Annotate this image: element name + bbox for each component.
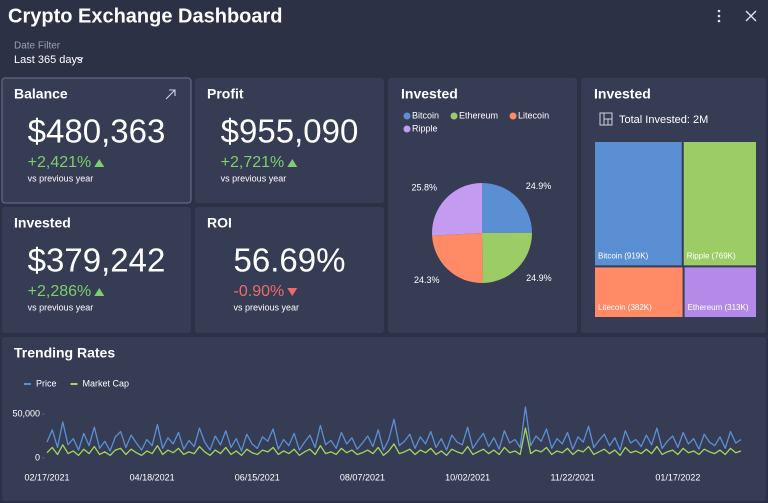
legend-label: Ripple xyxy=(412,123,438,133)
tile-label: Ethereum (313K) xyxy=(688,303,749,312)
x-tick-label: 06/15/2021 xyxy=(235,472,280,482)
x-tick-label: 08/07/2021 xyxy=(340,472,385,482)
legend-label: Price xyxy=(36,378,57,388)
kpi-note: vs previous year xyxy=(221,173,287,183)
filter-chevron[interactable] xyxy=(76,57,84,62)
legend-marker xyxy=(403,112,411,120)
series-line xyxy=(46,427,742,457)
pie-label: 25.8% xyxy=(412,183,438,193)
legend-marker xyxy=(450,112,458,120)
trend-arrow xyxy=(94,288,105,296)
pie-label: 24.9% xyxy=(526,181,552,191)
treemap-tile xyxy=(683,142,756,266)
kpi-value: $480,363 xyxy=(28,113,166,150)
x-tick-label: 04/18/2021 xyxy=(130,472,175,482)
legend-marker xyxy=(403,125,411,133)
legend-label: Bitcoin xyxy=(412,110,439,120)
trend-arrow xyxy=(287,159,298,167)
chart-subtitle: Total Invested: 2M xyxy=(619,114,708,126)
expand-icon[interactable] xyxy=(165,89,176,100)
pie-label: 24.9% xyxy=(526,273,552,283)
kpi-card[interactable] xyxy=(1,77,192,204)
series-line xyxy=(46,406,742,452)
close-button[interactable] xyxy=(745,10,757,22)
filter-label: Date Filter xyxy=(14,41,61,52)
kpi-change: -0.90% xyxy=(234,283,285,300)
kpi-title: ROI xyxy=(207,215,232,231)
legend-label: Ethereum xyxy=(459,110,498,120)
treemap-tile xyxy=(595,142,682,266)
kpi-value: $955,090 xyxy=(221,113,359,150)
legend-label: Market Cap xyxy=(83,378,130,388)
pie-slice xyxy=(432,183,482,236)
kpi-change: +2,421% xyxy=(28,154,92,171)
kpi-value: $379,242 xyxy=(28,242,166,279)
x-tick-label: 10/02/2021 xyxy=(445,472,490,482)
x-tick-label: 11/22/2021 xyxy=(551,472,595,482)
legend-label: Litecoin xyxy=(518,110,549,120)
tile-label: Litecoin (382K) xyxy=(598,303,652,312)
kpi-title: Invested xyxy=(14,215,71,231)
tile-label: Bitcoin (919K) xyxy=(598,251,649,260)
treemap-tile xyxy=(595,267,683,317)
menu-button[interactable] xyxy=(717,9,721,23)
treemap-tile xyxy=(684,267,756,317)
kpi-note: vs previous year xyxy=(28,302,94,312)
kpi-title: Balance xyxy=(14,86,68,102)
trend-arrow xyxy=(94,159,105,167)
chart-title: Invested xyxy=(594,86,651,102)
kpi-change: +2,721% xyxy=(221,154,285,171)
chart-title: Invested xyxy=(401,86,458,102)
trend-card[interactable] xyxy=(2,337,766,501)
pie-slice xyxy=(482,183,532,233)
y-tick-label: 0 xyxy=(35,452,40,462)
tile-label: Ripple (769K) xyxy=(687,251,736,260)
x-tick-label: 01/17/2022 xyxy=(655,472,700,482)
kpi-value: 56.69% xyxy=(234,242,346,279)
kpi-card[interactable] xyxy=(2,207,191,333)
kpi-card[interactable] xyxy=(195,207,384,333)
pie-slice xyxy=(432,233,483,283)
filter-value[interactable]: Last 365 days xyxy=(14,54,83,66)
legend-marker xyxy=(509,112,517,120)
chart-title: Trending Rates xyxy=(14,345,115,361)
treemap-icon xyxy=(599,112,613,126)
dashboard-title: Crypto Exchange Dashboard xyxy=(8,5,283,27)
kpi-note: vs previous year xyxy=(234,302,300,312)
y-tick-label: 50,000 xyxy=(12,408,40,418)
kpi-title: Profit xyxy=(207,86,244,102)
pie-slice xyxy=(482,232,532,283)
x-tick-label: 02/17/2021 xyxy=(24,472,69,482)
kpi-change: +2,286% xyxy=(28,283,92,300)
trend-arrow xyxy=(287,288,298,296)
pie-label: 24.3% xyxy=(414,275,440,285)
kpi-card[interactable] xyxy=(195,78,384,203)
kpi-note: vs previous year xyxy=(28,173,94,183)
